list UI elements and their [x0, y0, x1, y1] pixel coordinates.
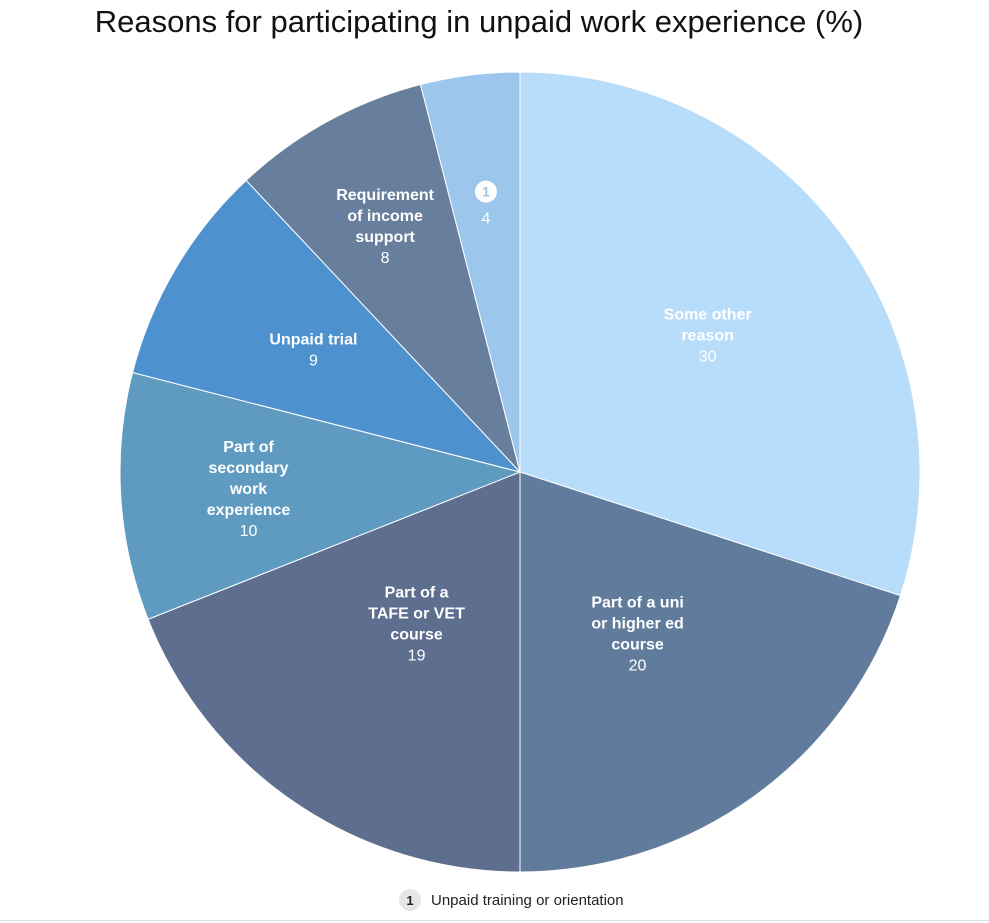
slice-label-line: Some other	[664, 307, 752, 324]
slice-value-label: 30	[699, 349, 717, 366]
slice-label-line: reason	[681, 328, 733, 345]
slice-label-line: Requirement	[336, 187, 434, 204]
slice-value-label: 9	[309, 352, 318, 369]
slice-label-line: Unpaid trial	[269, 331, 357, 348]
chart-title: Reasons for participating in unpaid work…	[94, 4, 864, 39]
slice-label-line: Part of a uni	[591, 594, 683, 611]
slice-label-unpaid-trial: Unpaid trial 9	[269, 331, 357, 369]
slice-value-label: 4	[481, 211, 490, 228]
slice-label-line: experience	[207, 502, 291, 519]
bottom-divider	[0, 920, 989, 921]
slice-value-label: 20	[629, 657, 647, 674]
pie-slice-uni-higher-ed[interactable]	[519, 471, 902, 873]
slice-label-uni-higher-ed: Part of a uni or higher ed course 20	[591, 594, 683, 674]
footnote-marker: 1	[399, 889, 421, 911]
slice-label-line: Part of	[223, 439, 274, 456]
slice-label-line: work	[229, 481, 267, 498]
slice-label-line: or higher ed	[591, 615, 683, 632]
slice-label-secondary-work-experience: Part of secondary work experience 10	[207, 439, 291, 540]
pie-slice-secondary-work-experience[interactable]	[119, 371, 522, 620]
slice-label-line: course	[611, 636, 664, 653]
slice-label-line: secondary	[209, 460, 289, 477]
slice-value-label: 8	[381, 250, 390, 267]
pie-slice-unpaid-training[interactable]	[419, 71, 521, 473]
slice-marker-text: 1	[482, 184, 490, 200]
footnote-marker-badge	[474, 180, 497, 203]
slice-label-line: support	[355, 229, 415, 246]
pie-chart: Some other reason 30 Part of a uni or higher…	[119, 71, 921, 873]
pie-slices	[119, 71, 921, 873]
slice-label-line: TAFE or VET	[368, 606, 465, 623]
slice-label-income-support: Requirement of income support 8	[336, 187, 434, 267]
slice-label-line: Part of a	[385, 585, 449, 602]
slice-label-unpaid-training: 14	[474, 180, 497, 228]
footnote: 1 Unpaid training or orientation	[399, 888, 624, 912]
slice-label-line: course	[390, 627, 443, 644]
slice-value-label: 10	[240, 523, 258, 540]
slice-value-label: 19	[408, 648, 426, 665]
pie-labels: Some other reason 30 Part of a uni or higher…	[207, 180, 752, 674]
slice-label-tafe-vet: Part of a TAFE or VET course 19	[368, 585, 465, 665]
pie-slice-tafe-vet[interactable]	[147, 471, 521, 873]
pie-slice-income-support[interactable]	[245, 83, 521, 473]
pie-slice-unpaid-trial[interactable]	[131, 179, 522, 473]
slice-label-line: of income	[347, 208, 423, 225]
pie-slice-some-other-reason[interactable]	[519, 71, 921, 597]
slice-label-some-other-reason: Some other reason 30	[664, 307, 752, 366]
footnote-text: Unpaid training or orientation	[431, 891, 624, 909]
